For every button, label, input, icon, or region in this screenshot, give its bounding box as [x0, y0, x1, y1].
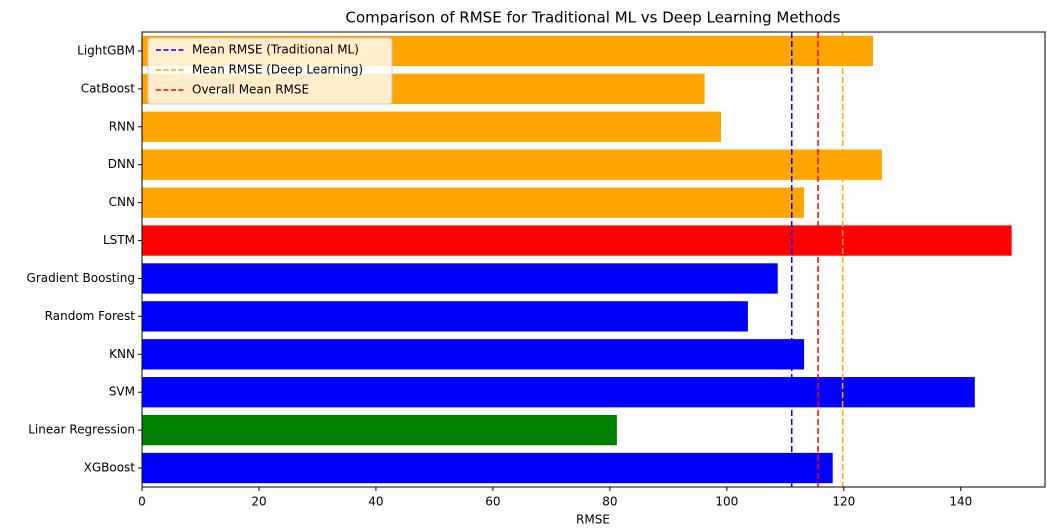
bar: [142, 377, 975, 408]
legend-label: Mean RMSE (Deep Learning): [192, 63, 363, 77]
x-tick-label: 100: [715, 495, 738, 509]
x-tick-label: 80: [602, 495, 617, 509]
x-tick-label: 0: [138, 495, 146, 509]
y-tick-label: LightGBM: [77, 43, 135, 57]
bar: [142, 149, 882, 180]
bar: [142, 339, 805, 370]
x-axis-label: RMSE: [576, 513, 610, 527]
x-tick-label: 40: [368, 495, 383, 509]
bar: [142, 111, 721, 142]
y-tick-label: SVM: [109, 385, 135, 399]
bar: [142, 187, 805, 218]
y-tick-label: LSTM: [103, 233, 135, 247]
y-tick-label: Random Forest: [45, 309, 136, 323]
legend-label: Mean RMSE (Traditional ML): [192, 43, 359, 57]
bar: [142, 452, 833, 484]
bar: [142, 225, 1012, 256]
x-tick-label: 120: [832, 495, 855, 509]
legend-box: [147, 37, 393, 105]
y-tick-label: DNN: [108, 157, 135, 171]
plot-frame: [141, 31, 1046, 488]
x-tick-label: 20: [251, 495, 266, 509]
legend-label: Overall Mean RMSE: [192, 83, 309, 97]
legend: Mean RMSE (Traditional ML) Mean RMSE (Dee…: [147, 37, 393, 105]
y-tick-label: CNN: [109, 195, 135, 209]
y-tick-label: KNN: [109, 347, 135, 361]
x-tick-label: 60: [485, 495, 500, 509]
bar: [142, 301, 748, 332]
bar: [142, 263, 778, 294]
y-tick-label: CatBoost: [81, 81, 136, 95]
bar: [142, 414, 617, 446]
y-tick-label: XGBoost: [84, 461, 136, 475]
y-tick-label: Linear Regression: [28, 423, 135, 437]
y-tick-label: Gradient Boosting: [27, 271, 135, 285]
x-tick-label: 140: [949, 495, 972, 509]
chart-title: Comparison of RMSE for Traditional ML vs…: [346, 9, 841, 27]
y-tick-label: RNN: [109, 119, 135, 133]
